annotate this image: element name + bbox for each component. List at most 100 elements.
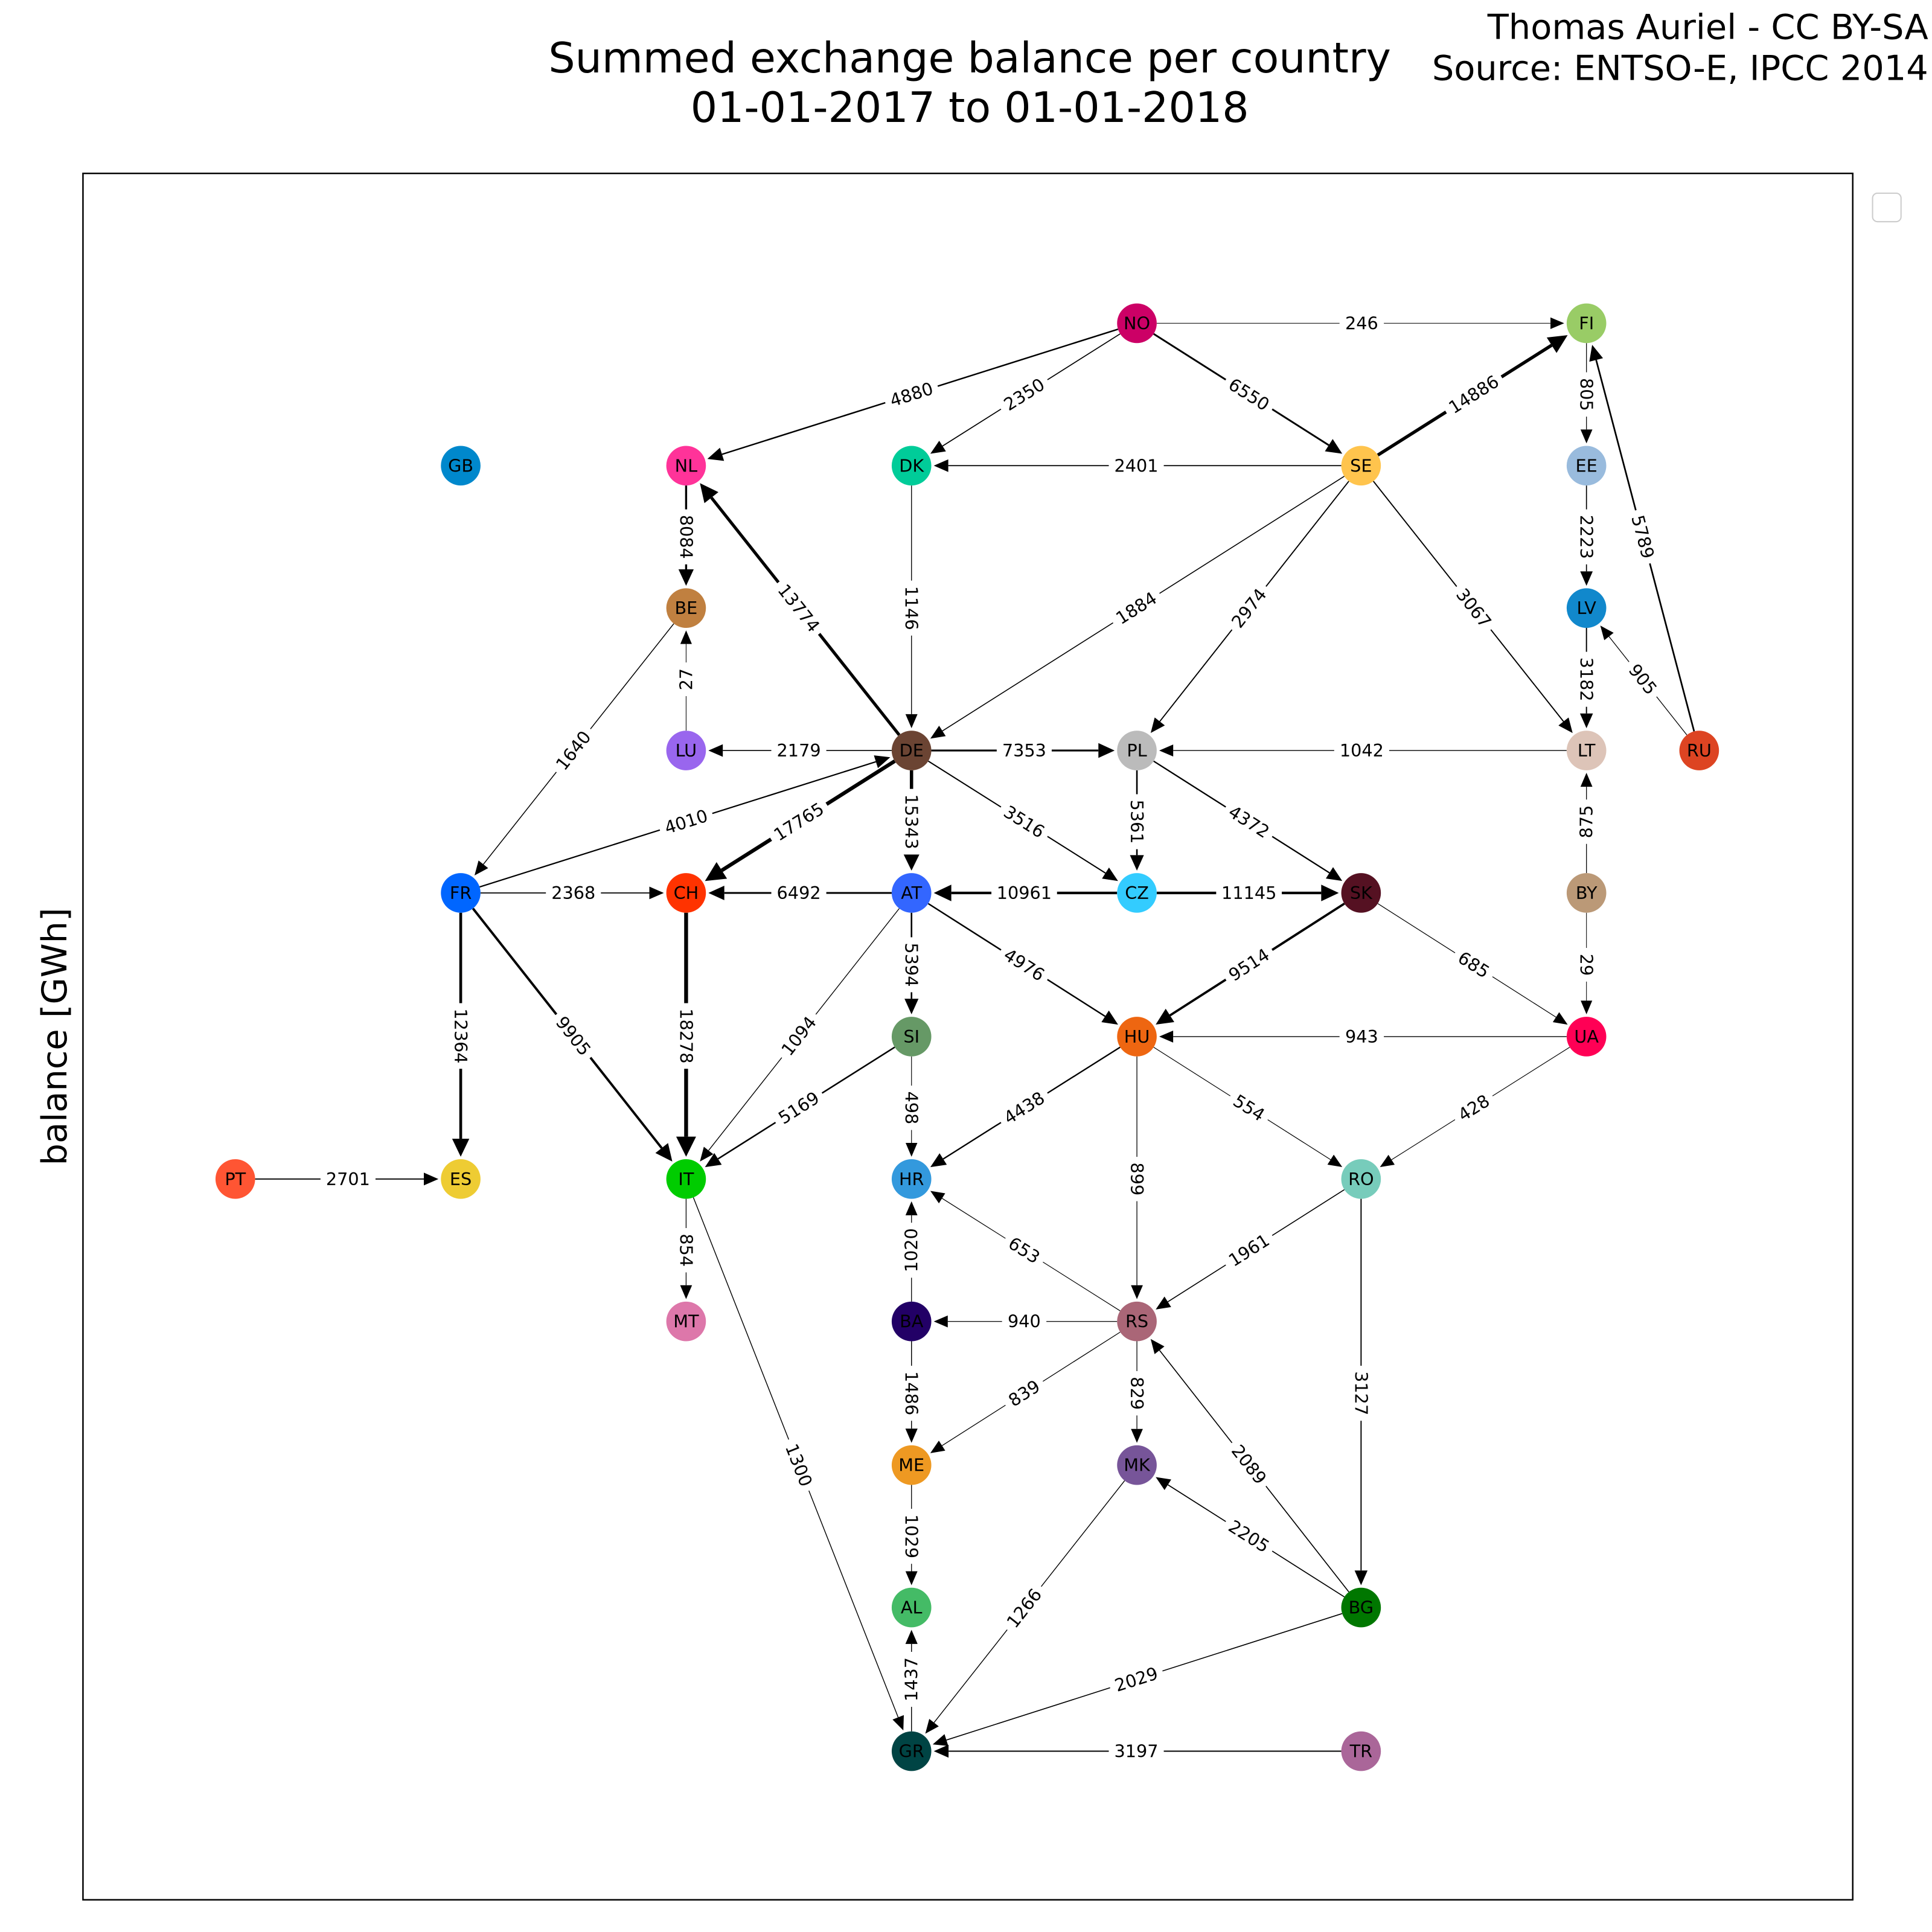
edge-label: 1437 bbox=[901, 1657, 922, 1701]
node bbox=[441, 446, 481, 486]
edge-label-bg bbox=[1575, 651, 1598, 707]
edge-label: 1146 bbox=[901, 586, 922, 630]
node bbox=[1341, 873, 1381, 913]
edge-label-bg bbox=[900, 1366, 923, 1421]
node-color: #aa6699 bbox=[1358, 1751, 1364, 1752]
node-label: LV bbox=[1576, 598, 1596, 618]
node-label: BA bbox=[900, 1311, 924, 1332]
arrowhead bbox=[649, 886, 664, 900]
edge-label: 3197 bbox=[1115, 1741, 1159, 1762]
node-color: #ff3399 bbox=[683, 465, 689, 466]
node-label: HU bbox=[1124, 1026, 1150, 1047]
arrowhead bbox=[930, 1441, 945, 1453]
node-label: CZ bbox=[1125, 883, 1149, 903]
edge-label-bg bbox=[449, 1003, 472, 1069]
arrowhead bbox=[1552, 1012, 1568, 1025]
edge-label-bg bbox=[996, 739, 1052, 762]
arrowhead bbox=[1579, 713, 1593, 729]
edge-label: 27 bbox=[676, 668, 696, 691]
arrowhead bbox=[1159, 744, 1174, 757]
edge-label-group: 5394 bbox=[900, 937, 923, 993]
node-label: AL bbox=[901, 1598, 923, 1618]
node-color: #9966ee bbox=[683, 750, 689, 751]
edge-label: 246 bbox=[1345, 313, 1378, 333]
edge-label: 5394 bbox=[901, 942, 922, 987]
arrowhead bbox=[676, 1136, 696, 1157]
node-label: LU bbox=[676, 740, 697, 761]
edge-label-group: 943 bbox=[1339, 1025, 1384, 1048]
arrowhead bbox=[1354, 1570, 1368, 1585]
arrowhead bbox=[1102, 867, 1118, 881]
node-label: MT bbox=[673, 1311, 699, 1332]
edge-label: 1029 bbox=[901, 1514, 922, 1558]
edge-label-group: 3127 bbox=[1349, 1366, 1372, 1421]
edge-label-group: 1042 bbox=[1334, 739, 1389, 762]
node bbox=[1566, 303, 1607, 344]
arrowhead bbox=[905, 714, 918, 729]
node-color: #00cc00 bbox=[683, 1179, 689, 1180]
arrowhead bbox=[1589, 345, 1604, 362]
node-color: #6b4433 bbox=[909, 750, 915, 751]
credit: Thomas Auriel - CC BY-SA bbox=[1487, 7, 1928, 48]
edge-label-group: 805 bbox=[1575, 372, 1598, 417]
edge-label-group: 12364 bbox=[449, 1003, 472, 1069]
node bbox=[1566, 588, 1607, 628]
arrowhead bbox=[930, 1191, 945, 1204]
edge-label-group: 1486 bbox=[900, 1366, 923, 1421]
node-label: DE bbox=[900, 740, 924, 761]
node-label: HR bbox=[899, 1169, 924, 1189]
frame bbox=[82, 172, 1854, 1901]
node-color: #dd4422 bbox=[1697, 750, 1703, 751]
edge-label-bg bbox=[1107, 584, 1166, 633]
arrowhead bbox=[474, 860, 488, 876]
arrowhead bbox=[1156, 1477, 1171, 1491]
node-color: #44bb66 bbox=[909, 1607, 915, 1608]
node-label: TR bbox=[1349, 1741, 1373, 1762]
edge-label: 2179 bbox=[777, 740, 821, 761]
edge-label: 2368 bbox=[551, 883, 595, 903]
arrowhead bbox=[1131, 1428, 1143, 1443]
arrowhead bbox=[1131, 1285, 1143, 1299]
node-color: #0066ff bbox=[458, 892, 464, 894]
edge-label-bg bbox=[320, 1168, 376, 1191]
edge-label-bg bbox=[1575, 799, 1598, 844]
edge-label-bg bbox=[999, 1372, 1049, 1415]
edge-label-bg bbox=[1002, 1310, 1047, 1333]
edge-label-bg bbox=[1620, 654, 1666, 704]
arrowhead bbox=[705, 862, 728, 881]
edge-label-group: 2701 bbox=[320, 1168, 376, 1191]
node-label: CH bbox=[674, 883, 699, 903]
edge-label-bg bbox=[999, 1229, 1049, 1271]
node bbox=[1117, 1017, 1157, 1057]
node bbox=[1117, 731, 1157, 770]
node-color: #ddc4b8 bbox=[1584, 750, 1590, 751]
edge-label-group: 6492 bbox=[771, 881, 827, 904]
node bbox=[1341, 1159, 1381, 1199]
node bbox=[666, 446, 706, 486]
node-color: #551122 bbox=[1358, 892, 1364, 894]
edge-label-bg bbox=[1440, 367, 1508, 421]
edge-label-bg bbox=[995, 370, 1054, 419]
edge-label-group: 11145 bbox=[1216, 881, 1282, 904]
arrowhead bbox=[874, 755, 891, 769]
node bbox=[1341, 446, 1381, 486]
edge-label-bg bbox=[1107, 1660, 1166, 1698]
edge-label: 6492 bbox=[777, 883, 821, 903]
node bbox=[1341, 1731, 1381, 1771]
edge-label: 1486 bbox=[901, 1371, 922, 1415]
node bbox=[441, 873, 481, 913]
node-color: #ff5533 bbox=[233, 1179, 238, 1180]
edge-label: 3182 bbox=[1576, 657, 1597, 702]
node-color: #004444 bbox=[909, 1751, 915, 1752]
node bbox=[666, 1301, 706, 1342]
edge-label-group: 5361 bbox=[1125, 794, 1148, 849]
edge-label: 3127 bbox=[1351, 1371, 1371, 1415]
edge-label-group: 8084 bbox=[674, 509, 697, 565]
edge-label-bg bbox=[1575, 948, 1598, 982]
edge-label-bg bbox=[995, 798, 1054, 846]
edge-label: 2401 bbox=[1115, 455, 1159, 476]
node bbox=[1117, 303, 1157, 344]
node bbox=[1566, 1017, 1607, 1057]
arrowhead bbox=[1380, 1154, 1395, 1168]
edge-label-bg bbox=[995, 940, 1054, 989]
